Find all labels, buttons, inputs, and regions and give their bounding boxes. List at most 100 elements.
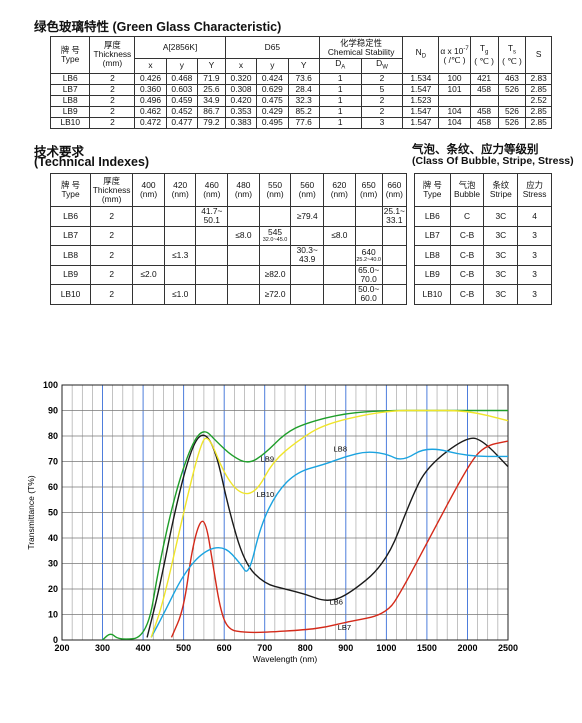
table-cell: LB8 xyxy=(414,245,451,266)
y-tick-label: 70 xyxy=(48,457,58,467)
y-tick-label: 80 xyxy=(48,431,58,441)
y-tick-label: 20 xyxy=(48,584,58,594)
series-line-lb8 xyxy=(150,448,508,638)
table-cell: 463 xyxy=(497,72,527,85)
table-cell xyxy=(132,206,165,227)
table-cell xyxy=(381,225,408,246)
type-header: 牌 号 Type xyxy=(49,36,91,74)
table-cell: 50.0~ 60.0 xyxy=(354,284,383,305)
table-row: LB7 2 ≤8.0 545 32.0~45.0 ≤8.0 xyxy=(49,225,408,246)
y-tick-label: 30 xyxy=(48,559,58,569)
table-cell: 2 xyxy=(90,264,134,285)
x-tick-label: 600 xyxy=(217,643,232,653)
table-cell: 1 xyxy=(318,105,362,118)
table-cell: 3C xyxy=(483,225,519,246)
transmittance-chart: 200 300 400 500 600 700 800 900 1000 1500 2000 2500… xyxy=(26,380,518,664)
table-row: LB6 2 0.426 0.468 71.9 0.320 0.424 73.6 1 2 1.534 1… xyxy=(49,72,552,85)
type-header: 牌 号 Type xyxy=(414,173,451,207)
table-cell: 1 xyxy=(318,116,362,129)
table-cell: 526 xyxy=(497,83,527,96)
y-axis-label: Transmittance (T%) xyxy=(26,475,36,549)
table-row: LB9 2 0.462 0.452 86.7 0.353 0.429 85.2 1 2 1.547 1… xyxy=(49,105,552,118)
table-cell: 2.83 xyxy=(525,72,552,85)
bubble-header: 气泡 Bubble xyxy=(449,173,485,207)
table-cell: 1 xyxy=(318,83,362,96)
s-header: S xyxy=(525,36,552,74)
table-cell xyxy=(132,225,165,246)
wavelength-header: 620 (nm) xyxy=(323,173,356,207)
series-label: LB10 xyxy=(257,490,275,499)
alpha-header: α x 10-7( /℃ ) xyxy=(438,36,471,74)
table-cell: 3 xyxy=(517,225,552,246)
table-cell: ≤1.3 xyxy=(163,245,197,266)
series-line-lb10 xyxy=(150,409,509,638)
table-cell: LB10 xyxy=(414,284,451,305)
table-cell: 28.4 xyxy=(287,83,320,96)
table-cell xyxy=(227,284,260,305)
table-cell: 77.6 xyxy=(287,116,320,129)
series-line-lb7 xyxy=(170,440,509,638)
table-cell xyxy=(195,284,229,305)
table-cell: 2 xyxy=(89,72,136,85)
table-cell: ≥79.4 xyxy=(290,206,325,227)
table-cell xyxy=(227,264,260,285)
table-row: LB10 C-B 3C 3 xyxy=(414,284,552,305)
table-cell: 3 xyxy=(360,116,404,129)
table-cell: 545 32.0~45.0 xyxy=(258,225,292,246)
x-header: x xyxy=(134,58,167,74)
table-row: LB10 2 0.472 0.477 79.2 0.383 0.495 77.6 1 3 1.547… xyxy=(49,116,552,129)
table-cell: C-B xyxy=(449,225,485,246)
x-tick-label: 800 xyxy=(298,643,313,653)
table-cell: C-B xyxy=(449,264,485,285)
y-header: y xyxy=(165,58,199,74)
table-cell: 1.547 xyxy=(402,83,440,96)
table-cell: 458 xyxy=(469,83,499,96)
tg-header: Tg( ℃ ) xyxy=(469,36,499,74)
x-tick-label: 1000 xyxy=(376,643,396,653)
table-cell: LB7 xyxy=(49,83,91,96)
table-cell: 0.495 xyxy=(256,116,289,129)
table-cell: 85.2 xyxy=(287,105,320,118)
table-cell xyxy=(323,206,356,227)
table-cell: 1 xyxy=(318,72,362,85)
table-cell xyxy=(195,245,229,266)
table-cell: 1.534 xyxy=(402,72,440,85)
table-cell: 2 xyxy=(89,94,136,107)
table-cell: 1.547 xyxy=(402,116,440,129)
table-cell: LB7 xyxy=(49,225,92,246)
table-cell: LB9 xyxy=(49,264,92,285)
table-cell: 2 xyxy=(360,105,404,118)
table-cell: 1.523 xyxy=(402,94,440,107)
table-cell xyxy=(163,206,197,227)
table-cell: ≤8.0 xyxy=(227,225,260,246)
tech-title-cn: 技术要求 xyxy=(34,145,85,159)
table-cell: 0.383 xyxy=(224,116,258,129)
table-cell: 5 xyxy=(360,83,404,96)
table-cell xyxy=(132,284,165,305)
Y-header: Y xyxy=(287,58,320,74)
table-cell: LB8 xyxy=(49,245,92,266)
table-cell: ≥72.0 xyxy=(258,284,292,305)
table-cell: 0.308 xyxy=(224,83,258,96)
table-cell xyxy=(132,245,165,266)
table-cell: 0.420 xyxy=(224,94,258,107)
table-cell: 2.85 xyxy=(525,116,552,129)
table-cell: LB6 xyxy=(49,72,91,85)
y-tick-label: 50 xyxy=(48,508,58,518)
table-cell: LB9 xyxy=(49,105,91,118)
table-cell xyxy=(163,225,197,246)
table-row: LB8 2 0.496 0.459 34.9 0.420 0.475 32.3 1 2 1.523 2… xyxy=(49,94,552,107)
wavelength-header: 560 (nm) xyxy=(290,173,325,207)
ts-header: Ts( ℃ ) xyxy=(497,36,527,74)
table-cell: 30.3~ 43.9 xyxy=(290,245,325,266)
table-cell xyxy=(163,264,197,285)
table-cell: C-B xyxy=(449,284,485,305)
y-header: y xyxy=(256,58,289,74)
da-header: DA xyxy=(318,58,362,74)
table-cell: 0.459 xyxy=(165,94,199,107)
table-cell: 0.462 xyxy=(134,105,167,118)
table-cell: ≤2.0 xyxy=(132,264,165,285)
bubble-title-cn: 气泡、条纹、应力等级别 xyxy=(412,144,539,156)
table-cell xyxy=(381,284,408,305)
y-tick-label: 90 xyxy=(48,406,58,416)
